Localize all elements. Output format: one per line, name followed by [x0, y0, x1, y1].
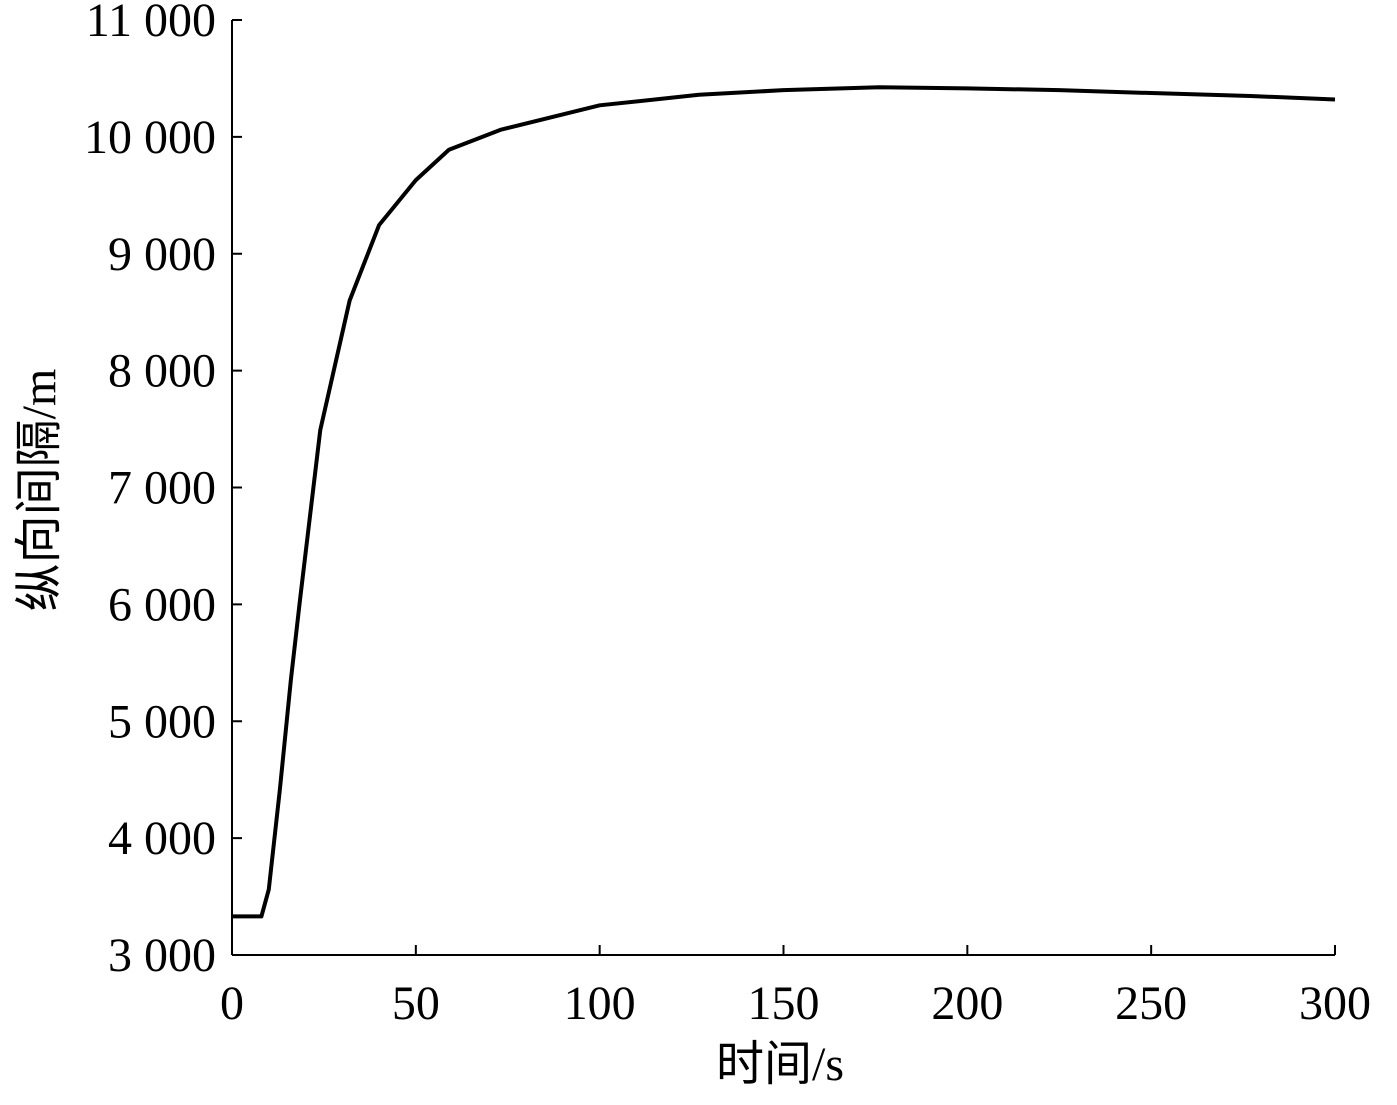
- y-tick-label: 7 000: [108, 462, 216, 515]
- x-tick-label: 0: [220, 977, 244, 1030]
- x-tick-label: 100: [564, 977, 636, 1030]
- x-tick-label: 250: [1115, 977, 1187, 1030]
- line: [232, 85, 1336, 919]
- y-tick-label: 10 000: [84, 111, 216, 164]
- y-tick-label: 5 000: [108, 695, 216, 748]
- x-tick-label: 50: [392, 977, 440, 1030]
- y-tick-label: 3 000: [108, 929, 216, 982]
- y-tick-label: 6 000: [108, 578, 216, 631]
- x-axis-label: 时间/s: [716, 1038, 844, 1091]
- y-tick-label: 9 000: [108, 228, 216, 281]
- y-tick-label: 11 000: [86, 0, 216, 47]
- x-tick-label: 300: [1299, 977, 1371, 1030]
- y-tick-label: 8 000: [108, 345, 216, 398]
- y-tick-label: 4 000: [108, 812, 216, 865]
- x-tick-label: 200: [931, 977, 1003, 1030]
- x-tick-label: 150: [748, 977, 820, 1030]
- y-axis-label: 纵向间隔/m: [13, 369, 66, 612]
